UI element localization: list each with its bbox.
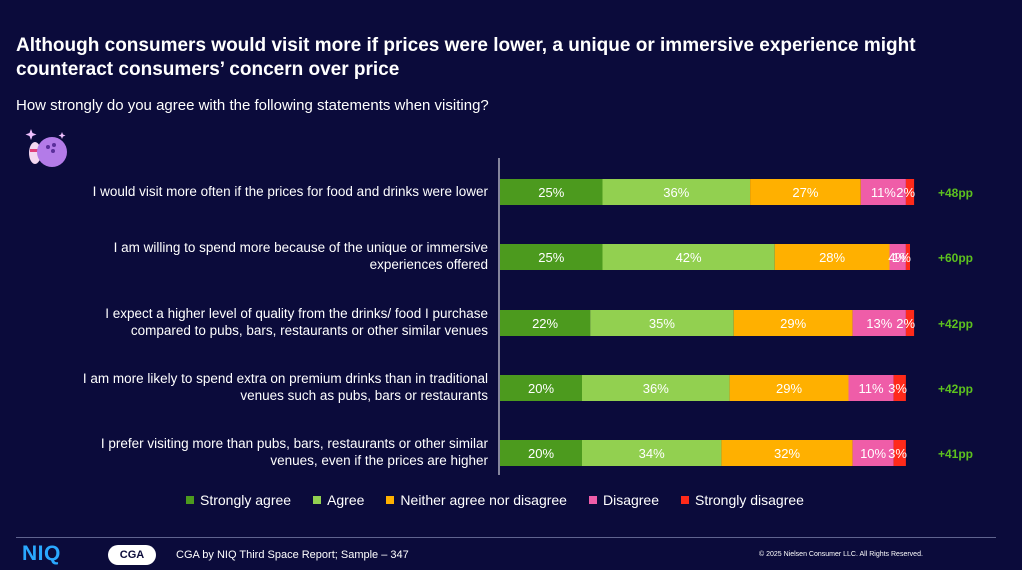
data-label: 42% xyxy=(676,250,702,265)
bar-segment xyxy=(729,375,849,401)
data-label: 25% xyxy=(538,185,564,200)
chart-legend: Strongly agree Agree Neither agree nor d… xyxy=(186,492,804,508)
bar-segment xyxy=(774,244,890,270)
bar-segment xyxy=(852,440,894,466)
data-label: 2% xyxy=(896,316,915,331)
data-label: 11% xyxy=(871,185,896,200)
footer-divider xyxy=(16,537,996,538)
bar-segment xyxy=(582,440,722,466)
bowling-icon xyxy=(25,129,67,167)
bar-segment xyxy=(889,244,906,270)
legend-item: Strongly agree xyxy=(186,492,291,508)
data-label: 34% xyxy=(639,446,665,461)
niq-logo: NIQ xyxy=(22,542,61,565)
bar-segment xyxy=(500,179,603,205)
data-label: 29% xyxy=(776,381,802,396)
data-label: 10% xyxy=(860,446,886,461)
legend-item: Disagree xyxy=(588,492,659,508)
data-label: 1% xyxy=(892,250,911,265)
bar-segment xyxy=(500,440,582,466)
bar-segment xyxy=(852,310,906,336)
bar-segment xyxy=(848,375,894,401)
bar-segment xyxy=(733,310,853,336)
data-label: 3% xyxy=(888,446,907,461)
legend-label: Neither agree nor disagree xyxy=(400,492,567,508)
bar-segment xyxy=(893,375,906,401)
legend-item: Agree xyxy=(313,492,364,508)
category-label-line: I would visit more often if the prices f… xyxy=(92,183,488,199)
bar-segment xyxy=(860,179,906,205)
net-score-label: +48pp xyxy=(938,186,973,200)
bar-segment xyxy=(500,310,591,336)
category-label: I would visit more often if the prices f… xyxy=(20,183,488,200)
legend-label: Strongly agree xyxy=(200,492,292,508)
bar-segment xyxy=(500,375,582,401)
category-label-line: venues such as pubs, bars or restaurants xyxy=(240,388,488,403)
data-label: 27% xyxy=(792,185,818,200)
bar-segment xyxy=(500,244,603,270)
category-label-line: experiences offered xyxy=(369,257,488,272)
net-score-label: +42pp xyxy=(938,382,973,396)
bar-segment xyxy=(905,179,915,205)
bar-segment xyxy=(582,375,730,401)
net-score-label: +42pp xyxy=(938,317,973,331)
legend-swatch xyxy=(681,496,689,504)
category-label: I expect a higher level of quality from … xyxy=(20,305,488,339)
data-label: 11% xyxy=(859,381,884,396)
category-label: I am more likely to spend extra on premi… xyxy=(20,370,488,404)
data-label: 28% xyxy=(819,250,845,265)
data-label: 22% xyxy=(532,316,558,331)
bar-segment xyxy=(602,179,751,205)
data-label: 20% xyxy=(528,446,554,461)
bar-segment xyxy=(590,310,734,336)
net-score-label: +41pp xyxy=(938,447,973,461)
legend-swatch xyxy=(186,496,194,504)
data-label: 29% xyxy=(780,316,806,331)
data-label: 32% xyxy=(774,446,800,461)
category-label-line: I am willing to spend more because of th… xyxy=(113,240,488,255)
bar-segment xyxy=(602,244,775,270)
source-note: CGA by NIQ Third Space Report; Sample – … xyxy=(176,549,409,561)
legend-label: Agree xyxy=(327,492,365,508)
net-score-label: +60pp xyxy=(938,251,973,265)
page-subtitle: How strongly do you agree with the follo… xyxy=(16,97,489,114)
legend-swatch xyxy=(588,496,597,504)
category-label-line: compared to pubs, bars, restaurants or o… xyxy=(130,323,488,338)
data-label: 13% xyxy=(866,316,892,331)
bar-segment xyxy=(893,440,906,466)
data-label: 2% xyxy=(896,185,915,200)
data-label: 35% xyxy=(649,316,675,331)
cga-logo: CGA xyxy=(108,545,156,565)
data-label: 4% xyxy=(888,250,907,265)
bar-segment xyxy=(905,244,910,270)
category-label: I prefer visiting more than pubs, bars, … xyxy=(20,435,488,469)
legend-swatch xyxy=(313,496,322,504)
category-label-line: I am more likely to spend extra on premi… xyxy=(82,371,488,386)
category-label-line: I expect a higher level of quality from … xyxy=(105,306,488,321)
data-label: 36% xyxy=(663,185,689,200)
data-label: 3% xyxy=(888,381,907,396)
data-label: 36% xyxy=(643,381,669,396)
data-label: 25% xyxy=(538,250,564,265)
bar-segment xyxy=(721,440,853,466)
legend-label: Disagree xyxy=(602,492,659,508)
page-title: Although consumers would visit more if p… xyxy=(16,35,916,80)
legend-swatch xyxy=(386,496,395,504)
legend-item: Neither agree nor disagree xyxy=(386,492,567,508)
data-label: 20% xyxy=(528,381,554,396)
category-label: I am willing to spend more because of th… xyxy=(20,239,488,273)
copyright-note: © 2025 Nielsen Consumer LLC. All Rights … xyxy=(759,551,923,558)
category-label-line: I prefer visiting more than pubs, bars, … xyxy=(100,436,488,451)
bar-segment xyxy=(905,310,915,336)
bar-segment xyxy=(750,179,861,205)
legend-label: Strongly disagree xyxy=(695,492,804,508)
legend-item: Strongly disagree xyxy=(681,492,804,508)
category-label-line: venues, even if the prices are higher xyxy=(270,453,488,468)
